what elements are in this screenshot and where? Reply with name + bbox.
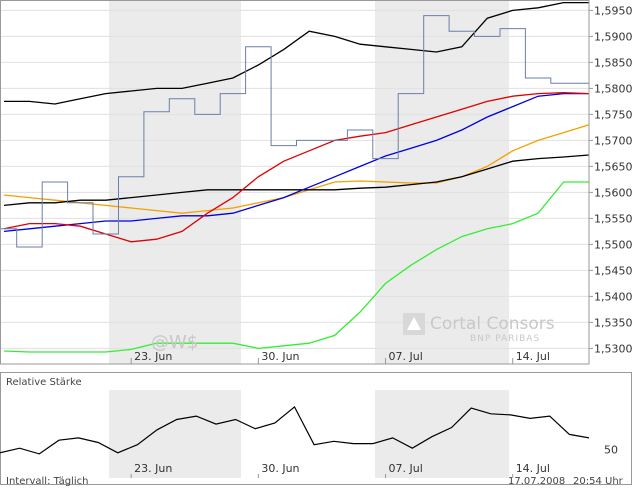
rsi-x-axis: 23. Jun 30. Jun 07. Jul 14. Jul xyxy=(130,462,550,478)
rsi-x-tick-label-1: 30. Jun xyxy=(261,462,299,475)
x-tick-label-2: 07. Jul xyxy=(389,350,423,363)
watermark-text: @W$ xyxy=(151,332,198,353)
y-tick-label-1: 1,5350 xyxy=(594,316,633,329)
rsi-x-tick-label-2: 07. Jul xyxy=(389,462,423,475)
series-ma-blue xyxy=(3,92,589,233)
rsi-y-tick-label-0: 50 xyxy=(604,443,618,456)
y-tick-label-0: 1,5300 xyxy=(594,342,633,355)
x-tick-label-3: 14. Jul xyxy=(516,350,550,363)
x-tick-label-1: 30. Jun xyxy=(261,350,299,363)
main-grid xyxy=(0,9,589,349)
cortal-consors-logo: Cortal Consors BNP PARIBAS xyxy=(403,313,555,344)
y-tick-label-4: 1,5500 xyxy=(594,238,633,251)
main-frame xyxy=(0,0,590,365)
rsi-x-tick-label-3: 14. Jul xyxy=(516,462,550,475)
rsi-panel: Relative Stärke 23. Jun 30. Jun 07. Jul 14.… xyxy=(0,372,632,487)
x-tick-label-0: 23. Jun xyxy=(134,350,172,363)
series-price-steps xyxy=(0,15,589,248)
y-tick-label-7: 1,5650 xyxy=(594,160,633,173)
footer-date: 17.07.2008 xyxy=(508,476,565,487)
interval-label: Intervall: Täglich xyxy=(6,476,88,487)
logo-mark-shape xyxy=(407,317,421,330)
y-tick-label-2: 1,5400 xyxy=(594,290,633,303)
series-ma-orange xyxy=(3,124,590,214)
series-ma-red xyxy=(3,91,590,243)
footer-time: 20:54 Uhr xyxy=(573,476,624,487)
weekend-band-1 xyxy=(109,0,241,364)
rsi-title: Relative Stärke xyxy=(6,377,82,388)
rsi-weekend-band-1 xyxy=(109,390,241,478)
y-tick-label-5: 1,5550 xyxy=(594,212,633,225)
series-bollinger-upper xyxy=(4,1,589,105)
series-ma-green xyxy=(3,181,589,353)
rsi-weekend-band-2 xyxy=(375,390,509,478)
series-rsi xyxy=(0,405,590,455)
main-series-group xyxy=(0,1,590,353)
logo-name: Cortal Consors xyxy=(430,314,555,334)
main-x-axis: 23. Jun 30. Jun 07. Jul 14. Jul xyxy=(130,350,550,364)
rsi-series-group xyxy=(0,405,590,455)
y-tick-label-8: 1,5700 xyxy=(594,134,633,147)
y-tick-label-6: 1,5600 xyxy=(594,186,633,199)
logo-subname: BNP PARIBAS xyxy=(470,334,540,344)
y-tick-label-11: 1,5850 xyxy=(594,56,633,69)
y-tick-label-10: 1,5800 xyxy=(594,82,633,95)
series-ma-black xyxy=(3,154,590,207)
rsi-x-tick-label-0: 23. Jun xyxy=(134,462,172,475)
y-tick-label-3: 1,5450 xyxy=(594,264,633,277)
y-tick-label-12: 1,5900 xyxy=(594,30,633,43)
y-tick-label-13: 1,5950 xyxy=(594,4,633,17)
rsi-y-axis: 50 xyxy=(604,443,618,456)
y-tick-label-9: 1,5750 xyxy=(594,108,633,121)
rsi-frame xyxy=(0,372,632,485)
main-chart-panel: 23. Jun 30. Jun 07. Jul 14. Jul 1,5300 1,535… xyxy=(0,0,633,365)
main-y-axis: 1,5300 1,5350 1,5400 1,5450 1,5500 1,5550 1,56… xyxy=(589,4,633,355)
